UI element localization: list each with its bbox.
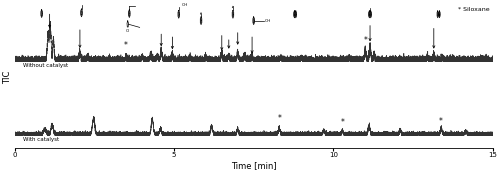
Text: OH: OH [264,19,271,23]
Text: *: * [439,117,443,126]
Text: OH: OH [182,3,188,7]
Y-axis label: TIC: TIC [3,70,12,84]
Text: O: O [126,29,129,33]
Text: With catalyst: With catalyst [22,137,59,142]
Text: * Siloxane: * Siloxane [458,7,490,12]
Text: *: * [277,114,281,123]
Text: *: * [124,40,128,49]
Text: *: * [364,36,367,45]
Text: *: * [340,119,344,128]
X-axis label: Time [min]: Time [min] [231,161,276,170]
Text: Without catalyst: Without catalyst [22,63,68,69]
